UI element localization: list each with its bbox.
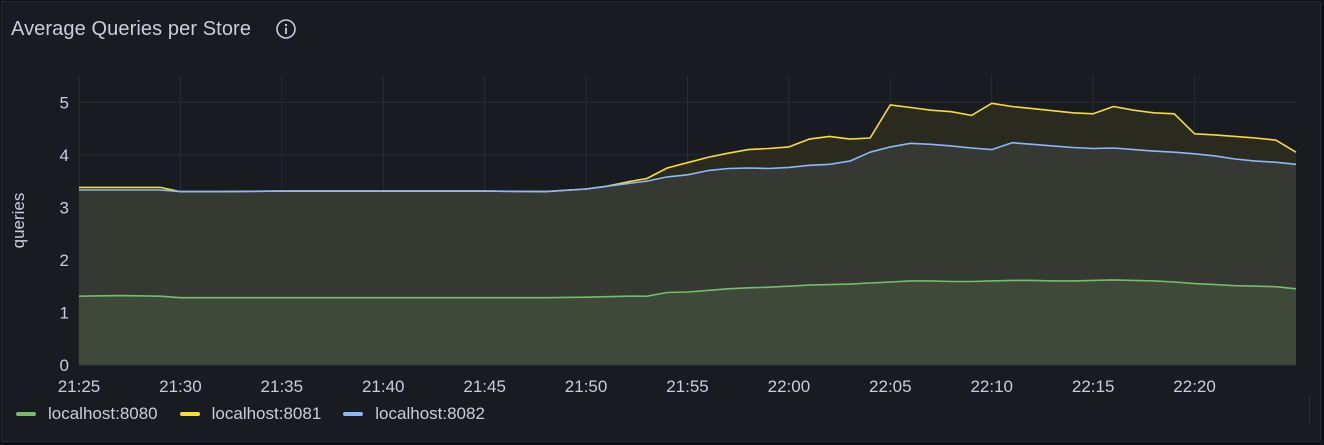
legend-label: localhost:8082 <box>375 404 485 423</box>
legend-item[interactable]: localhost:8080 <box>16 404 158 424</box>
y-tick-label: 2 <box>60 251 69 270</box>
legend-item[interactable]: localhost:8082 <box>343 404 485 424</box>
series-line-localhost-8082 <box>79 141 1297 193</box>
legend-swatch <box>179 412 200 416</box>
x-tick-label: 21:55 <box>666 377 709 396</box>
panel-header: Average Queries per Store <box>11 15 297 43</box>
series-line-localhost-8080 <box>78 279 1297 299</box>
x-tick-label: 21:35 <box>261 377 304 396</box>
legend-scrollbar[interactable] <box>1309 396 1310 426</box>
y-tick-label: 4 <box>60 146 69 165</box>
x-tick-label: 21:40 <box>362 377 405 396</box>
x-tick-label: 22:20 <box>1173 377 1216 396</box>
panel-title: Average Queries per Store <box>11 17 252 40</box>
y-axis-label: queries <box>9 193 28 249</box>
x-tick-label: 22:05 <box>869 377 912 396</box>
y-tick-label: 0 <box>60 356 69 375</box>
x-tick-label: 21:30 <box>159 377 202 396</box>
x-tick-label: 21:25 <box>58 377 101 396</box>
legend: localhost:8080 localhost:8081 localhost:80… <box>16 404 507 424</box>
x-tick-label: 22:15 <box>1072 377 1115 396</box>
legend-item[interactable]: localhost:8081 <box>179 404 322 424</box>
y-tick-label: 1 <box>60 303 69 322</box>
x-tick-label: 21:45 <box>463 377 506 396</box>
legend-swatch <box>343 412 364 416</box>
series-area-localhost-8080 <box>79 279 1296 365</box>
x-tick-label: 21:50 <box>565 377 608 396</box>
legend-swatch <box>16 412 36 416</box>
legend-label: localhost:8080 <box>48 404 158 423</box>
y-tick-label: 5 <box>60 93 69 112</box>
x-tick-label: 22:10 <box>970 377 1013 396</box>
legend-label: localhost:8081 <box>211 404 322 423</box>
x-tick-label: 22:00 <box>768 377 811 396</box>
info-circle-icon[interactable] <box>275 18 297 40</box>
y-tick-label: 3 <box>60 198 69 217</box>
